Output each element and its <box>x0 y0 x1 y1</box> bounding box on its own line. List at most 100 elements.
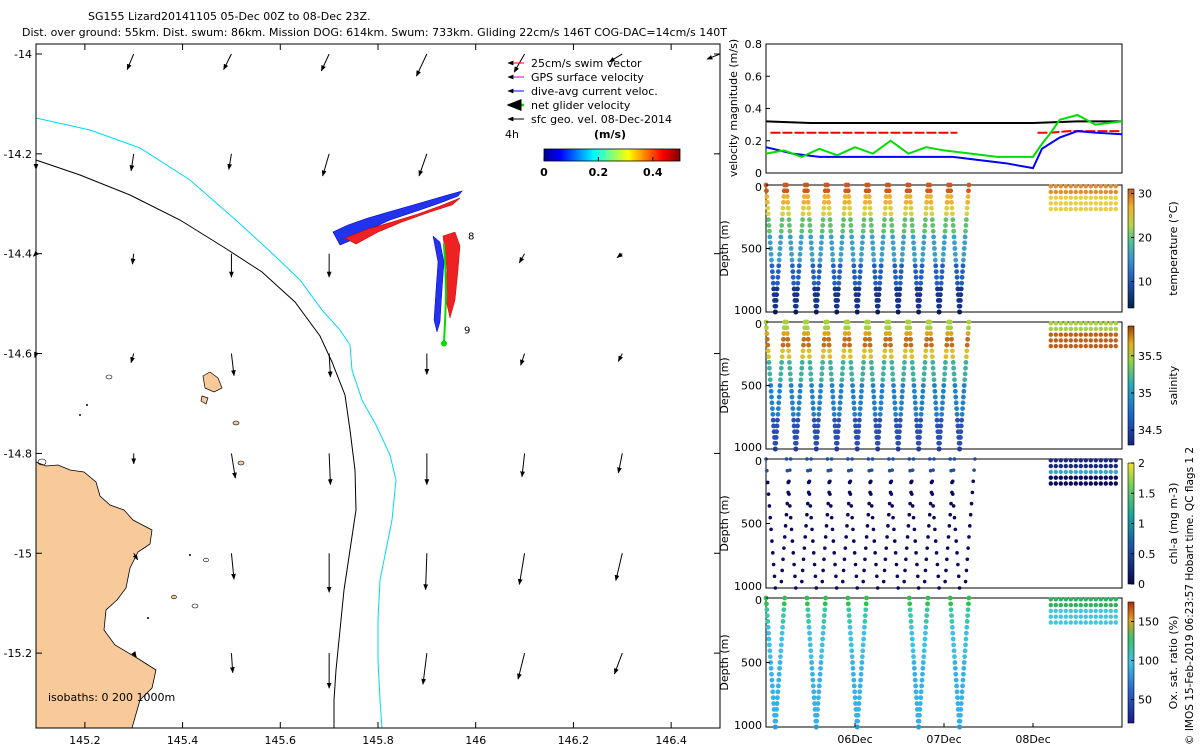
profile-point <box>887 194 893 199</box>
surface-point <box>1088 602 1094 608</box>
profile-point <box>828 234 834 240</box>
profile-point <box>857 411 863 417</box>
surface-point <box>1083 343 1089 349</box>
profile-point <box>896 440 901 446</box>
surface-point <box>1093 189 1099 195</box>
surface-point <box>1098 608 1104 614</box>
colorbar-tick-label: 2 <box>1138 457 1145 470</box>
profile-point <box>767 371 773 377</box>
profile-point <box>813 309 819 315</box>
profile-point <box>924 607 930 613</box>
profile-point <box>797 251 803 257</box>
profile-point <box>964 348 970 354</box>
profile-point <box>960 406 965 411</box>
profile-point <box>794 298 800 303</box>
profile-point <box>929 348 935 354</box>
profile-point <box>776 263 782 269</box>
profile-point <box>909 348 914 354</box>
profile-point <box>851 683 857 689</box>
profile-point <box>851 394 856 400</box>
profile-point <box>910 371 916 377</box>
profile-point <box>790 411 796 417</box>
profile-point <box>908 336 913 342</box>
profile-point <box>858 257 864 263</box>
profile-point <box>876 292 882 298</box>
profile-point <box>800 348 806 354</box>
profile-point <box>890 234 896 240</box>
profile-point <box>846 501 851 506</box>
profile-point <box>769 683 775 689</box>
surface-point <box>1108 614 1114 619</box>
glider-end-marker <box>440 340 447 347</box>
profile-point <box>856 280 862 286</box>
profile-point <box>933 406 939 411</box>
profile-point <box>850 515 854 520</box>
surface-point <box>1073 620 1079 625</box>
profile-point <box>882 205 888 211</box>
profile-point <box>769 257 774 263</box>
profile-point <box>886 188 892 194</box>
surface-point <box>1083 184 1089 189</box>
profile-point <box>853 423 858 429</box>
profile-point <box>770 274 776 280</box>
profile-point <box>964 619 970 624</box>
profile-point <box>836 286 841 292</box>
profile-point <box>873 551 877 555</box>
surface-point <box>1068 195 1074 200</box>
profile-point <box>857 683 863 689</box>
surface-point <box>1088 321 1094 326</box>
surface-point <box>1078 602 1084 608</box>
profile-point <box>931 240 937 246</box>
profile-point <box>768 515 773 520</box>
profile-point <box>891 246 896 251</box>
surface-point <box>1053 614 1059 619</box>
profile-point <box>883 194 889 199</box>
geo-velocity-arrow <box>617 453 623 474</box>
profile-point <box>902 360 907 365</box>
profile-point <box>915 562 919 567</box>
profile-point <box>929 217 935 223</box>
profile-point <box>888 211 894 217</box>
profile-point <box>952 660 958 665</box>
surface-point <box>1068 620 1074 625</box>
profile-point <box>899 400 904 406</box>
profile-point <box>765 205 771 211</box>
profile-point <box>933 527 937 532</box>
profile-point <box>819 228 825 234</box>
surface-point <box>1103 321 1109 326</box>
geo-velocity-arrow <box>423 553 429 591</box>
surface-point <box>1113 206 1119 212</box>
surface-point <box>1068 321 1074 326</box>
surface-point <box>1073 597 1079 602</box>
profile-point <box>896 435 902 440</box>
profile-point <box>841 217 846 223</box>
surface-point <box>1088 620 1094 625</box>
profile-point <box>884 546 889 550</box>
surface-point <box>1068 608 1074 614</box>
profile-point <box>771 562 776 567</box>
profile-point <box>927 524 931 528</box>
profile-point <box>919 263 925 269</box>
profile-point <box>842 557 847 562</box>
profile-point <box>815 701 821 706</box>
profile-point <box>920 671 925 677</box>
profile-point <box>896 298 902 303</box>
profile-point <box>834 303 840 309</box>
profile-point <box>842 342 847 348</box>
profile-point <box>867 205 873 211</box>
profile-point <box>871 257 877 263</box>
surface-point <box>1088 481 1094 486</box>
profile-point <box>849 654 855 660</box>
profile-point <box>769 527 773 532</box>
profile-point <box>951 371 957 377</box>
profile-point <box>768 388 774 394</box>
profile-point <box>817 257 823 263</box>
surface-point <box>1108 458 1114 463</box>
profile-point <box>917 707 923 712</box>
time-x-tick-label: 08Dec <box>1015 733 1050 746</box>
surface-point <box>1103 326 1109 332</box>
profile-point <box>880 377 886 383</box>
surface-point <box>1058 475 1064 480</box>
profile-point <box>872 411 878 417</box>
